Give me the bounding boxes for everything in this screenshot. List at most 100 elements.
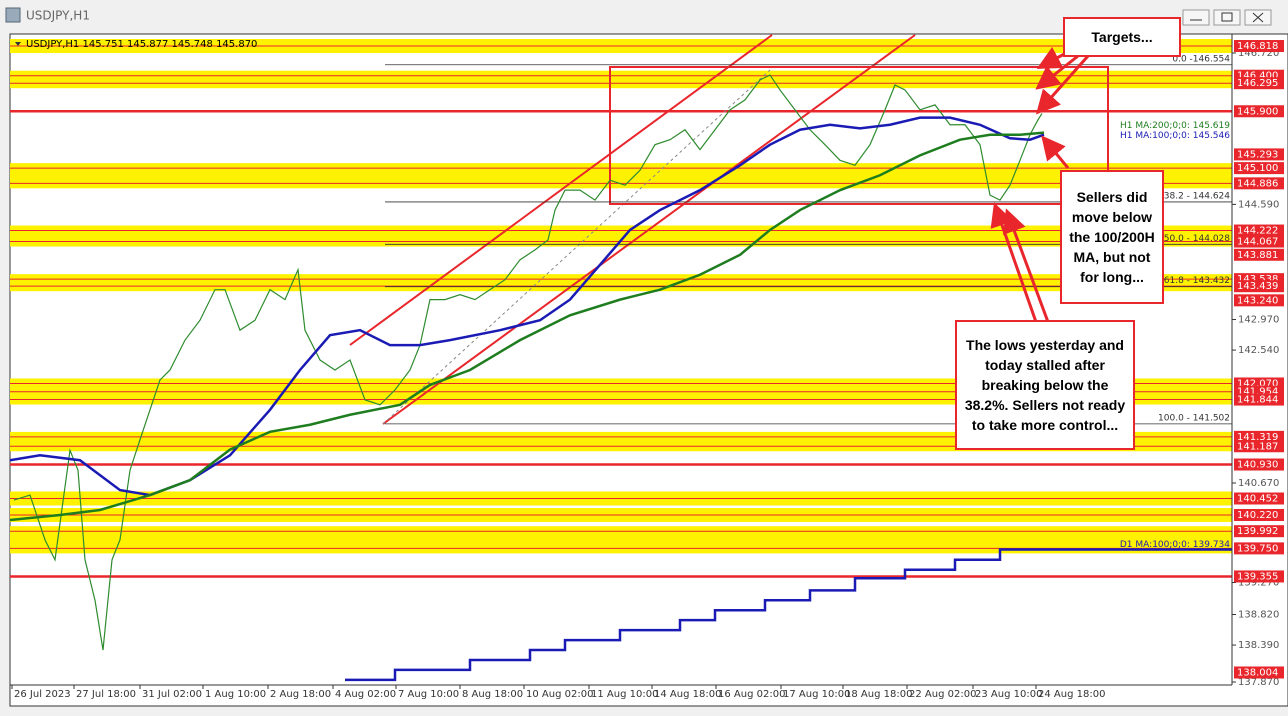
level-band [10,225,1232,247]
arrow [990,202,1038,323]
x-tick-label: 16 Aug 02:00 [718,689,785,700]
level-label-box [1234,280,1284,293]
x-tick-label: 26 Jul 2023 [14,689,71,700]
window-icon [5,7,21,23]
series-label: H1 MA:200;0;0: 145.619 [1120,121,1230,131]
level-label: 144.886 [1237,178,1278,189]
level-label: 146.295 [1237,78,1278,89]
fib-label: 0.0 -146.554 [1172,54,1230,64]
level-label: 146.818 [1237,41,1278,52]
level-label-box [1234,570,1284,583]
arrow [1035,54,1079,90]
level-label-box [1234,162,1284,175]
level-label-box [1234,40,1284,53]
y-tick-label: 140.670 [1238,478,1279,489]
fib-label: 50.0 - 144.028 [1164,234,1230,244]
level-band [10,163,1232,189]
level-label: 142.070 [1237,378,1278,389]
level-label: 143.240 [1237,295,1278,306]
level-label-box [1234,666,1284,679]
annotation: Targets... [1063,17,1181,57]
level-label-box [1234,235,1284,248]
x-tick-label: 22 Aug 02:00 [909,689,976,700]
level-label-box [1234,542,1284,555]
level-label-box [1234,440,1284,453]
level-label: 145.293 [1237,149,1278,160]
window-title: USDJPY,H1 [26,9,90,23]
level-label-box [1234,458,1284,471]
maximize-glyph [1221,12,1233,22]
arrows [990,46,1090,323]
level-label: 144.067 [1237,237,1278,248]
y-tick-label: 137.870 [1238,677,1279,688]
x-tick-label: 23 Aug 10:00 [975,689,1042,700]
fib-label: 61.8 - 143.432 [1164,276,1230,286]
x-tick-label: 31 Jul 02:00 [142,689,202,700]
x-tick-label: 8 Aug 18:00 [462,689,523,700]
level-label-box [1234,248,1284,261]
level-label-box [1234,492,1284,505]
series-label: H1 MA:100;0;0: 145.546 [1120,131,1230,141]
y-tick-label: 139.270 [1238,578,1279,589]
level-label: 140.930 [1237,460,1278,471]
level-band [10,70,1232,89]
moving-average [9,116,1045,497]
fib-label: 38.2 - 144.624 [1164,191,1230,201]
x-tick-label: 18 Aug 18:00 [845,689,912,700]
level-label: 139.355 [1237,571,1278,582]
minimize-button[interactable] [1182,9,1210,26]
level-label: 143.439 [1237,281,1278,292]
level-label-box [1234,177,1284,190]
trend-drawings [349,34,1109,425]
maximize-button[interactable] [1213,9,1241,26]
range-box [609,66,1109,205]
level-label-box [1234,393,1284,406]
series-label: D1 MA:100;0;0: 139.734 [1120,540,1230,550]
level-label: 141.187 [1237,441,1278,452]
level-label: 139.992 [1237,526,1278,537]
level-label-box [1234,294,1284,307]
price-line [13,74,1043,651]
level-label-box [1234,508,1284,521]
y-tick-label: 138.820 [1238,609,1279,620]
level-label: 140.220 [1237,510,1278,521]
level-label: 145.900 [1237,106,1278,117]
symbol-menu-arrow [15,42,21,46]
x-tick-label: 1 Aug 10:00 [205,689,266,700]
annotation: The lows yesterday and today stalled aft… [955,320,1135,450]
annotation: Sellers did move below the 100/200H MA, … [1060,170,1164,304]
moving-average [345,548,1232,682]
arrow [1002,208,1050,323]
x-tick-label: 24 Aug 18:00 [1038,689,1105,700]
level-label-box [1234,148,1284,161]
level-label-box [1234,430,1284,443]
x-tick-label: 7 Aug 10:00 [398,689,459,700]
y-tick-label: 144.590 [1238,199,1279,210]
channel-upper [349,34,773,346]
x-tick-label: 14 Aug 18:00 [654,689,721,700]
level-label: 145.100 [1237,163,1278,174]
x-tick-label: 4 Aug 02:00 [335,689,396,700]
arrow [1036,55,1090,115]
level-label-box [1234,77,1284,90]
level-label: 141.319 [1237,432,1278,443]
y-tick-label: 142.540 [1238,345,1279,356]
level-label: 141.954 [1237,387,1278,398]
level-label: 138.004 [1237,667,1278,678]
y-tick-label: 146.720 [1238,48,1279,59]
level-band [10,274,1232,292]
channel-lower [382,34,916,425]
x-tick-label: 10 Aug 02:00 [526,689,593,700]
level-label: 146.400 [1237,71,1278,82]
fib-label: 100.0 - 141.502 [1158,413,1230,423]
level-label-box [1234,105,1284,118]
x-tick-label: 17 Aug 10:00 [783,689,850,700]
close-glyph [1252,12,1264,23]
level-label: 143.538 [1237,274,1278,285]
level-label: 144.222 [1237,226,1278,237]
level-label-box [1234,525,1284,538]
level-label: 139.750 [1237,543,1278,554]
arrow [1041,135,1070,169]
x-tick-label: 2 Aug 18:00 [270,689,331,700]
